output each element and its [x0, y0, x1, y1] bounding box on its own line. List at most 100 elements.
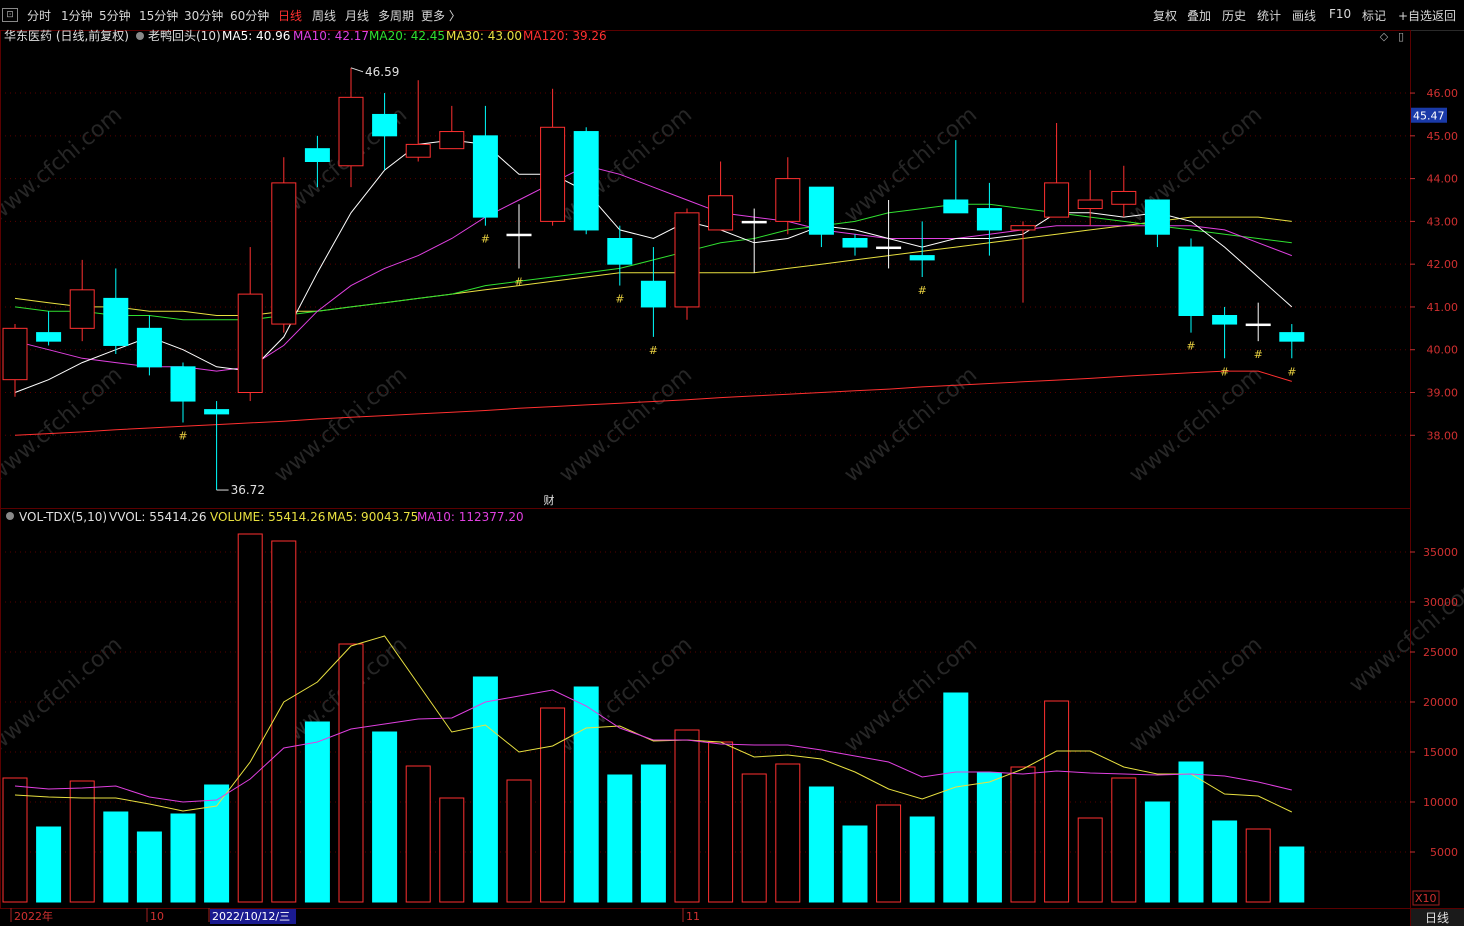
watermark-5: www.cfchi.com — [0, 362, 127, 487]
panel-toggle-icon[interactable]: ▯ — [1398, 30, 1404, 43]
candle-body-35 — [1178, 246, 1204, 316]
candle-body-7 — [237, 293, 263, 393]
price-tick-label-2: 40.00 — [1427, 344, 1459, 357]
candle-body-33 — [1111, 190, 1137, 205]
candle-body-9 — [304, 148, 330, 163]
period-tab-8[interactable]: 月线 — [345, 9, 370, 23]
period-tab-0[interactable]: 分时 — [27, 9, 52, 23]
tool-button-4[interactable]: 画线 — [1292, 9, 1317, 23]
period-tab-6[interactable]: 日线 — [278, 9, 303, 23]
date-label-1: 10 — [150, 910, 164, 923]
period-tab-4[interactable]: 30分钟 — [184, 9, 224, 23]
candle-body-34 — [1144, 199, 1170, 235]
price-tick-label-8: 46.00 — [1427, 87, 1459, 100]
price-tick-label-4: 42.00 — [1427, 258, 1459, 271]
tool-button-0[interactable]: 复权 — [1153, 9, 1178, 23]
watermark-7: www.cfchi.com — [555, 362, 697, 487]
volume-bar-8 — [271, 540, 297, 903]
diamond-icon[interactable]: ◇ — [1380, 30, 1389, 43]
price-tick-label-1: 39.00 — [1427, 387, 1459, 400]
period-tab-7[interactable]: 周线 — [312, 9, 337, 23]
signal-marker-7: # — [1220, 365, 1229, 378]
volume-tick-label-3: 20000 — [1423, 696, 1458, 709]
candle-body-6 — [204, 409, 230, 415]
period-toolbar: ⊡ 分时 1分钟 5分钟 15分钟 30分钟 60分钟 日线 周线 月线 多周期 更多 〉 复权 叠加历… — [0, 0, 1464, 31]
volume-bar-20 — [674, 729, 700, 903]
candle-body-1 — [36, 332, 62, 342]
volume-bar-6 — [204, 784, 230, 903]
volume-bar-2 — [69, 780, 95, 903]
period-tab-10[interactable]: 更多 〉 — [421, 9, 461, 23]
volume-bar-9 — [304, 721, 330, 903]
tool-button-5[interactable]: F10 — [1329, 7, 1352, 21]
candle-body-20 — [674, 212, 700, 308]
period-tab-1[interactable]: 1分钟 — [61, 9, 93, 23]
candle-body-29 — [976, 208, 1002, 231]
period-tab-3[interactable]: 15分钟 — [139, 9, 179, 23]
date-highlight — [210, 909, 296, 924]
candle-body-31 — [1044, 182, 1070, 218]
volume-bar-32 — [1077, 817, 1103, 903]
tool-button-2[interactable]: 历史 — [1222, 9, 1247, 23]
signal-marker-2: # — [514, 275, 523, 288]
candle-body-11 — [372, 113, 398, 137]
volume-ma10-line — [14, 689, 1292, 803]
volume-bar-21 — [708, 741, 734, 903]
candle-body-16 — [540, 126, 566, 222]
current-price-box — [1411, 107, 1447, 123]
candle-body-38 — [1279, 332, 1305, 342]
window-restore-icon[interactable]: ⊡ — [2, 8, 18, 22]
ma-legend-1: MA10: 42.17 — [293, 29, 369, 43]
stock-title: 华东医药 (日线,前复权) — [4, 28, 129, 43]
volume-tick-label-6: 35000 — [1423, 546, 1458, 559]
period-tab-2[interactable]: 5分钟 — [99, 9, 131, 23]
volume-bar-17 — [573, 686, 599, 903]
volume-bar-24 — [808, 786, 834, 903]
volume-bar-36 — [1212, 820, 1238, 903]
candle-body-30 — [1010, 225, 1036, 231]
tool-button-6[interactable]: 标记 — [1362, 9, 1387, 23]
finance-marker[interactable]: 财 — [544, 493, 555, 507]
period-tab-5[interactable]: 60分钟 — [230, 9, 270, 23]
period-indicator-label[interactable]: 日线 — [1425, 911, 1449, 925]
volume-tick-label-0: 5000 — [1430, 846, 1458, 859]
candle-body-4 — [136, 327, 162, 368]
tool-button-1[interactable]: 叠加 — [1187, 9, 1212, 23]
high-annotation-label: 46.59 — [365, 65, 399, 79]
candle-body-32 — [1077, 199, 1103, 210]
volume-bar-14 — [472, 676, 498, 903]
volume-bar-5 — [170, 813, 196, 903]
volume-bar-25 — [842, 825, 868, 903]
axis-note-label: X10 — [1415, 892, 1437, 905]
watermark-14: www.cfchi.com — [1125, 632, 1267, 757]
low-annotation-label: 36.72 — [231, 483, 265, 497]
signal-marker-8: # — [1254, 348, 1263, 361]
tool-button-8[interactable]: 返回 — [1432, 9, 1457, 23]
candle-body-15 — [506, 233, 532, 237]
volume-indicator-dropdown-icon[interactable] — [6, 512, 14, 520]
grid-layer: 38.00 39.00 40.00 41.00 42.00 43.00 44.00 45.00… — [0, 30, 1464, 926]
volume-bar-13 — [439, 797, 465, 903]
ma-legend-4: MA120: 39.26 — [523, 29, 607, 43]
candle-body-18 — [607, 238, 633, 265]
volume-bar-19 — [640, 764, 666, 903]
price-tick-label-0: 38.00 — [1427, 429, 1459, 442]
volume-tick-label-2: 15000 — [1423, 746, 1458, 759]
ma5-line — [14, 139, 1293, 393]
watermark-0: www.cfchi.com — [0, 102, 127, 227]
tool-button-7[interactable]: +自选 — [1398, 9, 1433, 23]
indicator-dropdown-icon[interactable] — [136, 32, 144, 40]
tool-button-3[interactable]: 统计 — [1257, 9, 1282, 23]
candle-body-5 — [170, 366, 196, 402]
volume-bar-1 — [36, 826, 62, 903]
watermark-8: www.cfchi.com — [840, 362, 982, 487]
volume-bar-22 — [741, 773, 767, 903]
candle-body-17 — [573, 131, 599, 231]
candle-body-37 — [1245, 323, 1271, 327]
period-tab-9[interactable]: 多周期 — [378, 9, 415, 23]
volume-bar-11 — [372, 731, 398, 903]
volume-bar-3 — [103, 811, 129, 903]
candle-body-28 — [943, 199, 969, 214]
signal-marker-1: # — [481, 233, 490, 246]
ma120-line — [14, 370, 1292, 436]
